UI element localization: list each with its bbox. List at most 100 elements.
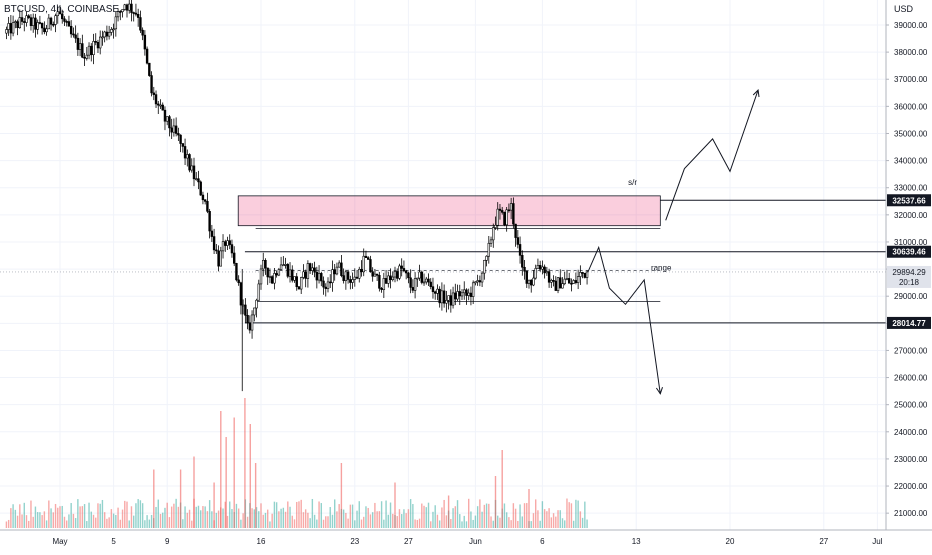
candle-body: [320, 273, 323, 282]
volume-bar: [208, 500, 211, 528]
candle-body: [516, 237, 520, 245]
volume-bar: [184, 506, 186, 528]
volume-bar: [249, 424, 251, 528]
volume-bar: [327, 516, 329, 528]
candle-body: [523, 266, 526, 272]
candle-body: [483, 260, 486, 274]
candle-body: [382, 278, 386, 290]
volume-bar: [575, 499, 577, 528]
volume-bar: [291, 515, 293, 528]
volume-bar: [68, 514, 70, 528]
volume-bar: [202, 506, 204, 528]
volume-bar: [231, 509, 233, 528]
volume-bar: [434, 505, 436, 528]
volume-bar: [485, 503, 488, 528]
candle-body: [215, 249, 218, 252]
volume-bar: [349, 504, 352, 528]
volume-bar: [108, 517, 110, 528]
candle-body: [123, 4, 126, 10]
candle-body: [409, 277, 412, 288]
candle-body: [47, 17, 51, 30]
volume-bar: [497, 515, 499, 528]
currency-label: USD: [894, 4, 914, 14]
volume-bar: [237, 508, 240, 528]
volume-bar: [311, 498, 314, 528]
volume-bar: [179, 469, 182, 528]
candle-body: [277, 269, 281, 276]
volume-bar: [50, 508, 52, 528]
candle-body: [317, 273, 321, 281]
price-tick-label: 35000.00: [894, 129, 928, 138]
candle-body: [197, 178, 200, 183]
time-tick-label: 27: [404, 537, 413, 546]
candle-body: [244, 304, 247, 316]
candle-body: [56, 11, 59, 17]
candle-body: [291, 269, 294, 281]
volume-bar: [287, 501, 289, 528]
volume-bar: [564, 520, 566, 528]
volume-bar: [396, 516, 398, 528]
candle-body: [81, 43, 84, 58]
candle-body: [29, 17, 33, 26]
bearish-scenario-path-arrowhead: [655, 387, 663, 395]
candle-body: [525, 270, 528, 284]
time-tick-label: 16: [257, 537, 266, 546]
volume-bar: [32, 516, 34, 528]
volume-bar: [369, 514, 372, 528]
candle-body: [579, 272, 582, 277]
candle-body: [302, 271, 305, 278]
candle-body: [559, 277, 562, 289]
volume-bar: [505, 512, 508, 528]
volume-bar: [141, 503, 144, 528]
volume-bar: [110, 509, 113, 528]
candle-body: [168, 116, 171, 129]
candle-body: [27, 15, 30, 18]
volume-bar: [260, 503, 262, 528]
volume-bar: [206, 511, 209, 528]
candle-body: [31, 17, 35, 26]
volume-bar: [412, 504, 414, 528]
volume-bar: [532, 513, 535, 528]
level-price-label-bg: [887, 316, 931, 329]
time-axis[interactable]: May 5 9 16 23 27 Jun 6 13 20 27 Jul: [0, 529, 932, 546]
candle-body: [538, 265, 542, 270]
candle-body: [186, 154, 189, 159]
candle-body: [422, 281, 426, 284]
current-price-label: 29894.29: [892, 268, 926, 277]
candle-body: [199, 181, 202, 196]
time-tick-label: 6: [540, 537, 545, 546]
price-axis[interactable]: USD 21000.00 22000.00 23000.00 24000.00 25000…: [885, 0, 931, 530]
volume-bar: [358, 501, 360, 528]
countdown-label: 20:18: [899, 278, 920, 287]
volume-bar: [566, 498, 568, 528]
candle-body: [67, 21, 71, 27]
candle-body: [369, 259, 372, 272]
volume-bar: [354, 520, 356, 528]
candle-body: [322, 280, 325, 288]
volume-bar: [264, 512, 267, 528]
candle-body: [141, 29, 144, 36]
volume-bar: [383, 519, 385, 528]
candle-body: [514, 223, 517, 238]
time-tick-label: Jul: [872, 537, 882, 546]
candle-body: [150, 75, 153, 94]
candle-body: [425, 278, 428, 283]
candle-body: [7, 23, 10, 30]
candle-body: [315, 271, 319, 281]
volume-bar: [293, 519, 296, 528]
volume-bar: [191, 520, 193, 528]
volume-bar: [535, 499, 537, 528]
volume-bar: [204, 506, 206, 528]
time-tick-label: 5: [111, 537, 116, 546]
volume-bar: [66, 520, 68, 528]
candle-body: [404, 270, 408, 274]
volume-bar: [166, 502, 168, 528]
volume-bar: [128, 520, 130, 528]
grid: [0, 0, 886, 530]
volume-bar: [445, 515, 448, 528]
candle-body: [570, 282, 573, 285]
candle-body: [228, 240, 231, 245]
candle-body: [5, 29, 8, 34]
